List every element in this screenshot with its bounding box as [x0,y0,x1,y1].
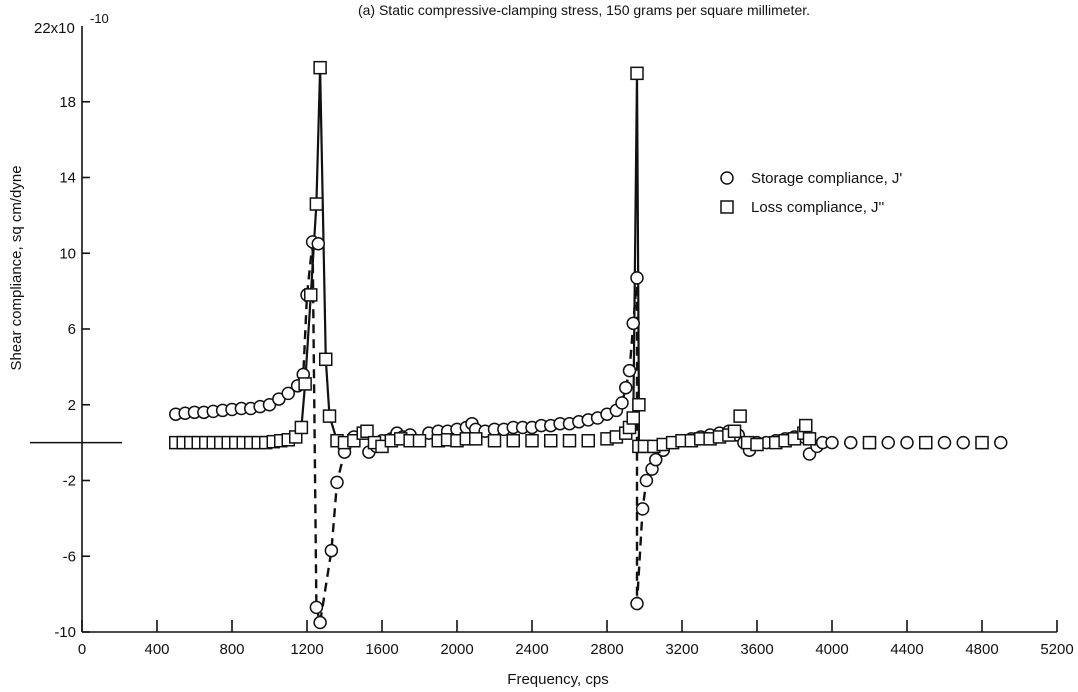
storage-point [994,435,1008,450]
storage-point [844,435,858,450]
y-tick-label: 2 [68,397,76,414]
loss-point [469,432,483,446]
y-axis-title: Shear compliance, sq cm/dyne [8,165,25,370]
y-axis-top-label: 22x10 -10 [34,11,109,37]
y-tick-label: 6 [68,321,76,338]
storage-point [626,316,640,331]
x-tick-label: 4400 [890,641,923,658]
storage-point [311,237,325,251]
loss-point [581,433,595,448]
loss-point [862,435,877,450]
x-tick-label: 400 [144,641,169,658]
data-markers [169,60,1008,630]
storage-point [900,435,914,450]
loss-point [304,288,318,302]
storage-point [630,271,644,285]
y-top-label-exponent: -10 [90,11,109,26]
chart-title: (a) Static compressive-clamping stress, … [358,2,810,18]
y-tick-label: -10 [54,624,76,641]
x-tick-label: 4000 [815,641,848,658]
storage-point [309,600,324,615]
legend-label: Storage compliance, J' [751,170,902,187]
loss-point [294,420,309,435]
x-tick-label: 1200 [290,641,323,658]
axes: -10 -6 -2 2 6 10 14 18 0 400 800 1200 1600 2000 2400 28… [30,26,1074,658]
loss-point [544,433,558,448]
legend-square-marker [720,200,734,214]
x-tick-label: 2000 [440,641,473,658]
loss-point [626,411,640,425]
loss-point [919,435,933,450]
loss-point [632,398,646,412]
loss-point [750,437,764,452]
y-tick-label: -6 [63,548,76,565]
loss-point [412,433,427,448]
storage-point [649,452,663,467]
storage-point [881,435,895,450]
y-tick-label: 18 [59,94,76,111]
legend: Storage compliance, J' Loss compliance, J… [720,170,902,216]
connecting-curves [287,67,654,623]
loss-point [975,435,989,450]
storage-point [324,543,339,558]
loss-point [525,433,539,448]
loss-point [319,352,333,367]
loss-point [298,377,312,391]
storage-point [615,396,629,410]
loss-point [313,60,327,75]
x-tick-label: 2400 [515,641,548,658]
storage-point [313,615,327,630]
x-tick-label: 800 [219,641,244,658]
loss-point [309,197,324,211]
loss-point [562,433,577,448]
storage-point [937,435,952,450]
loss-point [727,424,742,439]
storage-point [956,435,970,450]
x-axis-title: Frequency, cps [507,671,608,688]
loss-point [799,418,813,433]
storage-point [281,386,295,401]
x-tick-label: 2800 [590,641,623,658]
x-tick-label: 0 [78,641,86,658]
storage-point [825,435,839,450]
loss-point [487,433,502,448]
storage-point [635,502,650,516]
storage-point [622,363,637,378]
x-tick-label: 1600 [365,641,398,658]
loss-point [630,66,644,81]
x-tick-label: 4800 [965,641,998,658]
loss-point [360,424,374,439]
loss-point [733,409,747,423]
y-top-label-base: 22x10 [34,20,75,37]
storage-point [619,380,633,395]
y-tick-label: -2 [63,473,76,490]
legend-circle-marker [720,171,734,185]
x-tick-label: 5200 [1040,641,1073,658]
x-tick-label: 3600 [740,641,773,658]
y-tick-label: 14 [59,170,76,187]
y-tick-label: 10 [59,245,76,262]
loss-point [322,409,337,423]
storage-point [630,596,644,611]
loss-point [506,433,520,448]
loss-point [802,432,817,446]
storage-point [639,473,654,488]
x-tick-label: 3200 [665,641,698,658]
legend-label: Loss compliance, J'' [751,199,884,216]
storage-point [330,475,344,490]
